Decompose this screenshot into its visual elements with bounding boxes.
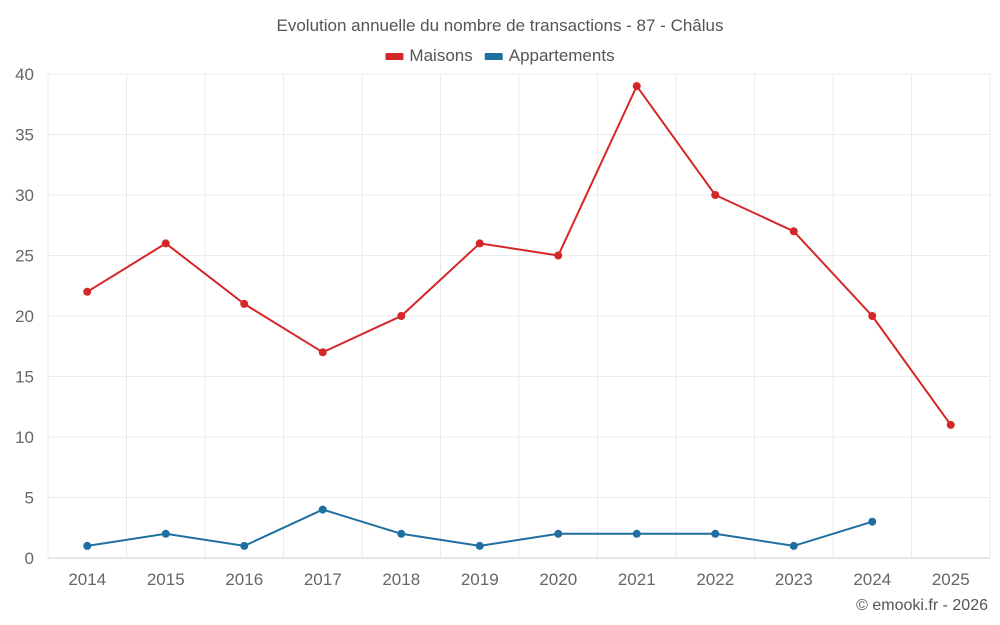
data-point-appartements[interactable] [83,541,92,550]
data-point-appartements[interactable] [632,529,641,538]
y-tick-label: 35 [15,126,34,145]
data-point-maisons[interactable] [161,239,170,248]
grid [47,73,991,559]
data-point-maisons[interactable] [83,287,92,296]
data-point-appartements[interactable] [868,517,877,526]
y-tick-label: 15 [15,368,34,387]
data-point-appartements[interactable] [397,529,406,538]
data-point-maisons[interactable] [397,312,406,320]
data-point-appartements[interactable] [318,505,327,514]
data-point-appartements[interactable] [711,529,720,538]
data-point-maisons[interactable] [554,251,563,260]
legend-item-maisons[interactable]: Maisons [385,46,473,65]
chart-title: Evolution annuelle du nombre de transact… [277,16,724,35]
x-tick-label: 2014 [68,570,106,589]
series-group [83,82,955,550]
data-point-maisons[interactable] [475,239,484,248]
data-point-appartements[interactable] [475,541,484,550]
legend-label: Appartements [509,46,615,65]
y-tick-label: 30 [15,186,34,205]
x-tick-label: 2025 [932,570,970,589]
x-tick-label: 2022 [696,570,734,589]
legend: Maisons Appartements [385,46,615,65]
x-tick-label: 2015 [147,570,185,589]
data-point-appartements[interactable] [789,541,798,550]
data-point-maisons[interactable] [632,82,641,91]
x-tick-label: 2016 [225,570,263,589]
y-tick-label: 20 [15,307,34,326]
x-tick-label: 2023 [775,570,813,589]
x-axis: 2014 2015 2016 2017 2018 2019 2020 2021 2022 2023… [68,570,969,589]
y-tick-label: 40 [15,65,34,84]
data-point-maisons[interactable] [240,299,249,308]
y-tick-label: 0 [25,549,34,568]
data-point-appartements[interactable] [161,529,170,538]
legend-swatch [385,53,404,60]
y-axis: 0 5 10 15 20 25 30 35 40 [15,65,34,568]
y-tick-label: 25 [15,247,34,266]
series-line-maisons [86,84,952,426]
x-tick-label: 2018 [382,570,420,589]
data-point-maisons[interactable] [711,191,720,199]
x-tick-label: 2019 [461,570,499,589]
credit-text: © emooki.fr - 2026 [856,597,988,614]
legend-label: Maisons [409,46,472,65]
y-tick-label: 10 [15,428,34,447]
y-tick-label: 5 [25,489,34,508]
x-tick-label: 2024 [853,570,891,589]
legend-swatch [484,53,503,60]
data-point-appartements[interactable] [554,529,563,538]
x-tick-label: 2017 [304,570,342,589]
data-point-appartements[interactable] [240,541,249,550]
x-tick-label: 2020 [539,570,577,589]
data-point-maisons[interactable] [318,348,327,357]
x-tick-label: 2021 [618,570,656,589]
data-point-maisons[interactable] [946,420,955,429]
data-point-maisons[interactable] [789,227,798,236]
legend-item-appartements[interactable]: Appartements [484,46,615,65]
data-point-maisons[interactable] [868,312,877,320]
